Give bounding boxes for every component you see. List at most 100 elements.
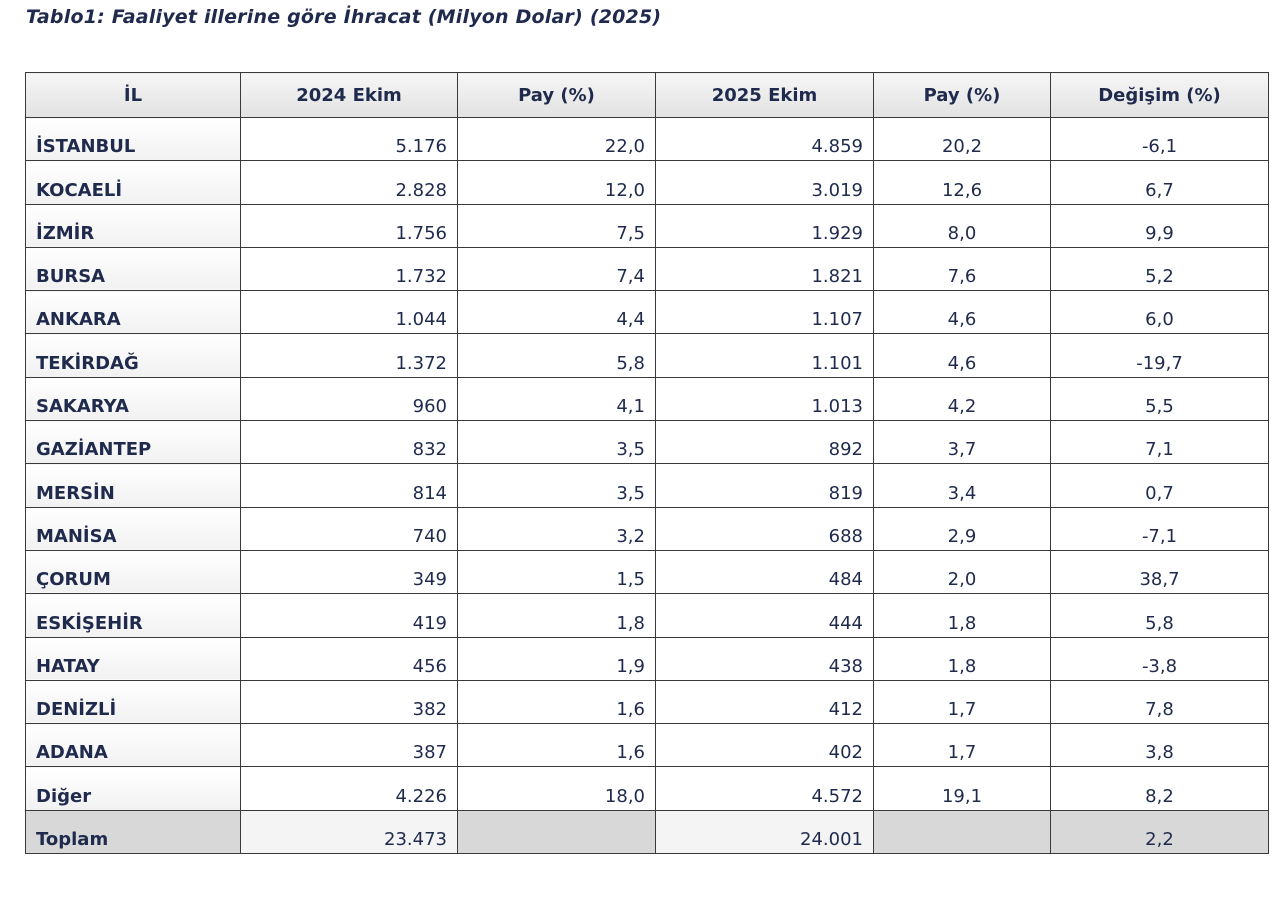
table-row: ESKİŞEHİR 419 1,8 444 1,8 5,8 bbox=[25, 593, 1269, 638]
cell: 4.859 bbox=[655, 116, 874, 162]
cell: -19,7 bbox=[1050, 333, 1269, 378]
total-cell bbox=[873, 809, 1051, 855]
cell: 456 bbox=[240, 636, 458, 681]
province-name: DENİZLİ bbox=[25, 679, 241, 725]
province-name: MERSİN bbox=[25, 463, 241, 508]
cell: 20,2 bbox=[873, 116, 1051, 162]
header-row: İL 2024 Ekim Pay (%) 2025 Ekim Pay (%) Değişi… bbox=[25, 72, 1269, 118]
cell: 1,7 bbox=[873, 723, 1051, 768]
cell: 4,4 bbox=[457, 290, 656, 335]
table-row: MANİSA 740 3,2 688 2,9 -7,1 bbox=[25, 506, 1269, 551]
province-name: BURSA bbox=[25, 246, 241, 292]
table-row: KOCAELİ 2.828 12,0 3.019 12,6 6,7 bbox=[25, 160, 1269, 205]
cell: 3,8 bbox=[1050, 723, 1269, 768]
cell: 5,2 bbox=[1050, 246, 1269, 292]
column-header: 2025 Ekim bbox=[655, 72, 874, 118]
column-header: Değişim (%) bbox=[1050, 72, 1269, 118]
cell: 814 bbox=[240, 463, 458, 508]
table-row: SAKARYA 960 4,1 1.013 4,2 5,5 bbox=[25, 376, 1269, 422]
table-row: HATAY 456 1,9 438 1,8 -3,8 bbox=[25, 636, 1269, 681]
table-row: İZMİR 1.756 7,5 1.929 8,0 9,9 bbox=[25, 203, 1269, 248]
cell: 1.929 bbox=[655, 203, 874, 248]
table-body: İSTANBUL 5.176 22,0 4.859 20,2 -6,1 KOCAELİ 2.8… bbox=[25, 116, 1269, 855]
cell: -6,1 bbox=[1050, 116, 1269, 162]
table-row: GAZİANTEP 832 3,5 892 3,7 7,1 bbox=[25, 420, 1269, 465]
province-name: ÇORUM bbox=[25, 549, 241, 595]
table-row: ANKARA 1.044 4,4 1.107 4,6 6,0 bbox=[25, 290, 1269, 335]
province-name: ADANA bbox=[25, 723, 241, 768]
cell: 9,9 bbox=[1050, 203, 1269, 248]
total-row: Toplam 23.473 24.001 2,2 bbox=[25, 809, 1269, 855]
cell: 832 bbox=[240, 420, 458, 465]
province-name: ESKİŞEHİR bbox=[25, 593, 241, 638]
province-name: ANKARA bbox=[25, 290, 241, 335]
cell: 4.572 bbox=[655, 766, 874, 811]
province-name: İZMİR bbox=[25, 203, 241, 248]
cell: 7,4 bbox=[457, 246, 656, 292]
cell: 412 bbox=[655, 679, 874, 725]
cell: 349 bbox=[240, 549, 458, 595]
province-name: HATAY bbox=[25, 636, 241, 681]
cell: 438 bbox=[655, 636, 874, 681]
cell: 1,6 bbox=[457, 679, 656, 725]
cell: 1.101 bbox=[655, 333, 874, 378]
province-name: İSTANBUL bbox=[25, 116, 241, 162]
export-table: İL 2024 Ekim Pay (%) 2025 Ekim Pay (%) Değişi… bbox=[25, 72, 1269, 855]
cell: 1.821 bbox=[655, 246, 874, 292]
cell: 5,8 bbox=[457, 333, 656, 378]
total-cell: 23.473 bbox=[240, 809, 458, 855]
province-name: GAZİANTEP bbox=[25, 420, 241, 465]
cell: 444 bbox=[655, 593, 874, 638]
cell: 2,0 bbox=[873, 549, 1051, 595]
cell: 819 bbox=[655, 463, 874, 508]
province-name: Diğer bbox=[25, 766, 241, 811]
cell: 1.732 bbox=[240, 246, 458, 292]
cell: 7,1 bbox=[1050, 420, 1269, 465]
total-label: Toplam bbox=[25, 809, 241, 855]
total-cell bbox=[457, 809, 656, 855]
cell: 3,4 bbox=[873, 463, 1051, 508]
table-row: ADANA 387 1,6 402 1,7 3,8 bbox=[25, 723, 1269, 768]
cell: 6,0 bbox=[1050, 290, 1269, 335]
cell: 1.013 bbox=[655, 376, 874, 422]
cell: -7,1 bbox=[1050, 506, 1269, 551]
cell: 484 bbox=[655, 549, 874, 595]
cell: 6,7 bbox=[1050, 160, 1269, 205]
cell: 688 bbox=[655, 506, 874, 551]
cell: 1,8 bbox=[873, 593, 1051, 638]
cell: 2,9 bbox=[873, 506, 1051, 551]
cell: 1.756 bbox=[240, 203, 458, 248]
table-row: Diğer 4.226 18,0 4.572 19,1 8,2 bbox=[25, 766, 1269, 811]
cell: 5,5 bbox=[1050, 376, 1269, 422]
cell: 3,5 bbox=[457, 420, 656, 465]
total-cell: 24.001 bbox=[655, 809, 874, 855]
table-row: TEKİRDAĞ 1.372 5,8 1.101 4,6 -19,7 bbox=[25, 333, 1269, 378]
table-row: DENİZLİ 382 1,6 412 1,7 7,8 bbox=[25, 679, 1269, 725]
cell: 4,6 bbox=[873, 333, 1051, 378]
column-header: 2024 Ekim bbox=[240, 72, 458, 118]
province-name: TEKİRDAĞ bbox=[25, 333, 241, 378]
cell: 5.176 bbox=[240, 116, 458, 162]
cell: 7,5 bbox=[457, 203, 656, 248]
cell: 387 bbox=[240, 723, 458, 768]
cell: 3,5 bbox=[457, 463, 656, 508]
cell: 12,0 bbox=[457, 160, 656, 205]
cell: 0,7 bbox=[1050, 463, 1269, 508]
cell: 38,7 bbox=[1050, 549, 1269, 595]
cell: 382 bbox=[240, 679, 458, 725]
cell: 8,0 bbox=[873, 203, 1051, 248]
cell: 18,0 bbox=[457, 766, 656, 811]
cell: 4.226 bbox=[240, 766, 458, 811]
table-row: İSTANBUL 5.176 22,0 4.859 20,2 -6,1 bbox=[25, 116, 1269, 162]
cell: 740 bbox=[240, 506, 458, 551]
province-name: KOCAELİ bbox=[25, 160, 241, 205]
cell: 892 bbox=[655, 420, 874, 465]
cell: 12,6 bbox=[873, 160, 1051, 205]
column-header: Pay (%) bbox=[457, 72, 656, 118]
cell: 1.044 bbox=[240, 290, 458, 335]
cell: 3,2 bbox=[457, 506, 656, 551]
cell: 22,0 bbox=[457, 116, 656, 162]
column-header: Pay (%) bbox=[873, 72, 1051, 118]
cell: 4,2 bbox=[873, 376, 1051, 422]
